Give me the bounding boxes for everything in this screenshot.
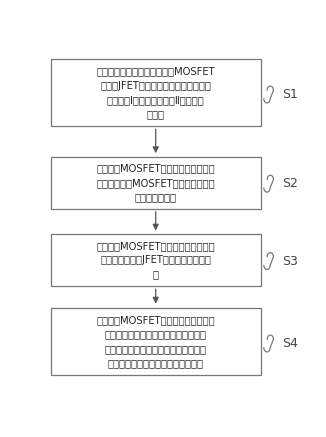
Text: 根据超结MOSFET器件的准饱和区的输
出特性曲线确定JFET模型的电流放大系
数: 根据超结MOSFET器件的准饱和区的输 出特性曲线确定JFET模型的电流放大系 … (96, 241, 215, 280)
Bar (51, 59, 260, 126)
Text: S3: S3 (282, 255, 298, 267)
Bar (51, 308, 260, 375)
Text: 根据超结MOSFET器件的线性区的输出
特性曲线确定MOSFET模型的本征导电
因子和阈值电压: 根据超结MOSFET器件的线性区的输出 特性曲线确定MOSFET模型的本征导电 … (96, 163, 215, 202)
Text: 根据超结MOSFET器件的源漏正偏的电
流电压确定体二极管模型的发射系数、
反向饱和电流、在大注入条件下的电流
衰退程度及体二极管模型的寄生电阻: 根据超结MOSFET器件的源漏正偏的电 流电压确定体二极管模型的发射系数、 反向… (96, 315, 215, 368)
Text: S1: S1 (282, 88, 298, 101)
Text: S4: S4 (282, 337, 298, 350)
Bar (51, 234, 260, 286)
Bar (51, 157, 260, 209)
Text: 构建电路模型，电路模型包括MOSFET
模型、JFET模型、体二极管模型和第一
电阻模型Ⅰ、第一电阻模型Ⅱ和第二电
阻模型: 构建电路模型，电路模型包括MOSFET 模型、JFET模型、体二极管模型和第一 … (96, 66, 215, 119)
Text: S2: S2 (282, 177, 298, 190)
